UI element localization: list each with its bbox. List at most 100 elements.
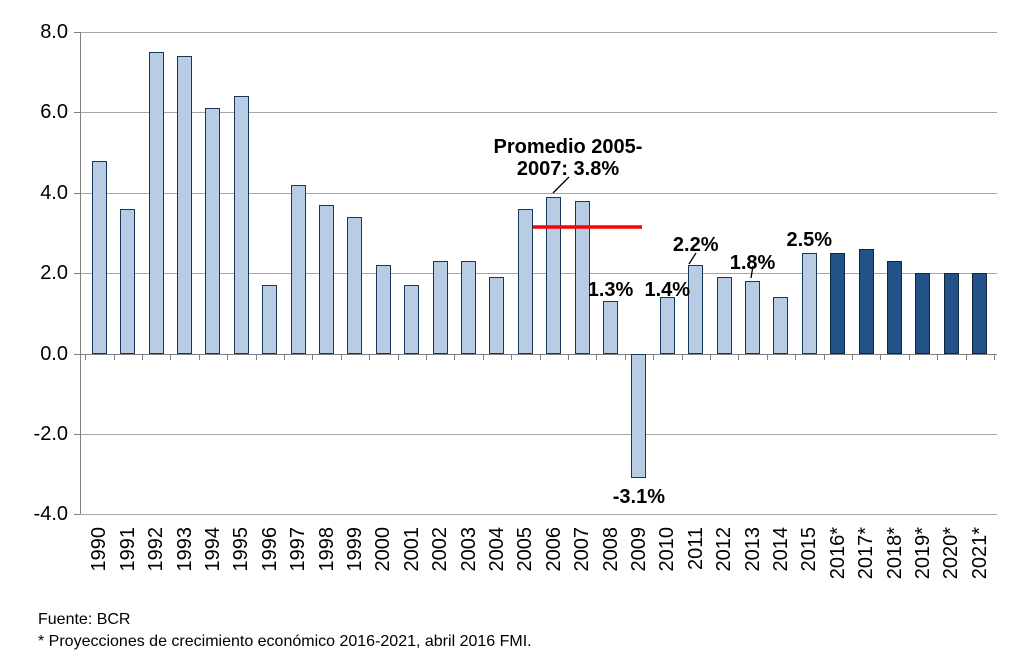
bar-1995: [233, 96, 249, 354]
bar-2012: [716, 277, 732, 354]
x-axis-label: 2001: [400, 527, 423, 572]
x-axis-label: 2019*: [911, 527, 934, 580]
y-axis-tick: [74, 434, 80, 435]
value-label-2008: 1.3%: [587, 279, 634, 301]
value-label-2010: 1.4%: [644, 279, 691, 301]
y-axis-label: 2.0: [40, 262, 68, 285]
x-axis-tick: [482, 353, 484, 360]
bar-2004: [489, 277, 505, 354]
bar-2009: [631, 353, 647, 479]
bar-2008: [603, 301, 618, 354]
value-label-2009: -3.1%: [612, 486, 666, 508]
y-axis-tick: [74, 32, 80, 33]
gdp-growth-bar-chart: Promedio 2005-2007: 3.8% 8.0 6.0 4.0 2.0 0.0…: [33, 21, 997, 580]
x-axis-tick: [340, 353, 342, 360]
x-axis-label: 1996: [258, 527, 281, 572]
x-axis-tick: [511, 353, 513, 360]
x-axis-label: 2011: [684, 527, 707, 571]
x-axis-label: 1995: [230, 527, 253, 572]
x-axis-tick: [709, 353, 711, 360]
x-axis-label: 2004: [485, 527, 508, 572]
x-axis-tick: [993, 353, 995, 360]
bar-1993: [177, 56, 192, 354]
y-axis-tick: [74, 273, 80, 275]
x-axis-tick: [397, 353, 399, 360]
x-axis-tick: [596, 353, 598, 360]
y-axis-tick: [74, 192, 80, 194]
x-axis-tick: [113, 353, 115, 360]
x-axis-tick: [795, 353, 797, 360]
x-axis-label: 2014: [769, 527, 792, 572]
x-axis-label: 2005: [514, 527, 537, 572]
gridline--2.0: [80, 434, 997, 435]
x-axis-tick: [880, 353, 882, 360]
bar-2020*: [943, 273, 959, 354]
x-axis-tick: [141, 353, 143, 360]
y-axis-label: -4.0: [33, 503, 68, 526]
x-axis-tick: [227, 353, 229, 360]
x-axis-label: 1999: [343, 527, 366, 572]
x-axis-tick: [283, 353, 285, 360]
x-axis-label: 1994: [201, 527, 224, 572]
x-axis-label: 1991: [116, 527, 139, 572]
bar-2000: [375, 265, 391, 354]
bar-2010: [659, 297, 675, 354]
bar-1999: [347, 216, 363, 354]
bar-2002: [432, 261, 448, 354]
x-axis-label: 2002: [429, 527, 452, 572]
x-axis-tick: [425, 353, 427, 360]
x-axis-tick: [85, 353, 87, 360]
x-axis-tick: [170, 353, 172, 360]
x-axis-label: 1990: [88, 527, 111, 572]
value-label-2011: 2.2%: [672, 234, 719, 256]
bar-1990: [91, 160, 107, 354]
x-axis-label: 2020*: [940, 527, 963, 580]
bar-2007: [574, 200, 590, 354]
y-axis-line: [80, 32, 81, 515]
gridline-4.0: [80, 192, 997, 194]
x-axis-label: 2013: [741, 527, 764, 572]
x-axis-label: 2018*: [883, 527, 906, 580]
x-axis-label: 2003: [457, 527, 480, 572]
x-axis-tick: [937, 353, 939, 360]
gridline--4.0: [80, 514, 997, 516]
x-axis-label: 2007: [571, 527, 594, 572]
value-label-2015: 2.5%: [786, 229, 833, 251]
value-label-2013: 1.8%: [729, 252, 776, 274]
bar-2006: [546, 196, 562, 354]
y-axis-tick: [74, 112, 80, 114]
bar-1997: [290, 184, 306, 354]
x-axis-tick: [653, 353, 655, 360]
y-axis-label: 6.0: [40, 101, 68, 124]
x-axis-tick: [851, 353, 853, 360]
x-axis-tick: [369, 353, 371, 360]
bar-2019*: [915, 273, 931, 354]
bar-2013: [745, 281, 760, 354]
x-axis-tick: [539, 353, 541, 360]
projection-footnote: * Proyecciones de crecimiento económico …: [38, 633, 532, 650]
x-axis-tick: [624, 353, 626, 360]
x-axis-tick: [567, 353, 569, 360]
x-axis-tick: [738, 353, 740, 360]
y-axis-label: -2.0: [33, 423, 68, 445]
bar-2015: [801, 253, 817, 354]
x-axis-label: 2015: [798, 527, 821, 572]
bar-1996: [262, 285, 278, 354]
x-axis-tick: [312, 353, 314, 360]
x-axis-tick: [908, 353, 910, 360]
x-axis-label: 2012: [713, 527, 736, 572]
gridline-8.0: [80, 32, 997, 33]
x-axis-tick: [198, 353, 200, 360]
x-axis-label: 1992: [145, 527, 168, 572]
y-axis-tick: [74, 514, 80, 516]
x-axis-label: 1997: [287, 527, 310, 572]
bar-2014: [773, 297, 789, 354]
x-axis-label: 1993: [173, 527, 196, 572]
x-axis-tick: [823, 353, 825, 360]
x-axis-label: 2000: [372, 527, 395, 572]
bar-2017*: [858, 249, 874, 354]
x-axis-label: 2008: [599, 527, 622, 572]
y-axis-label: 4.0: [40, 181, 68, 204]
bar-2011: [688, 265, 704, 354]
y-axis-label: 8.0: [40, 21, 68, 43]
